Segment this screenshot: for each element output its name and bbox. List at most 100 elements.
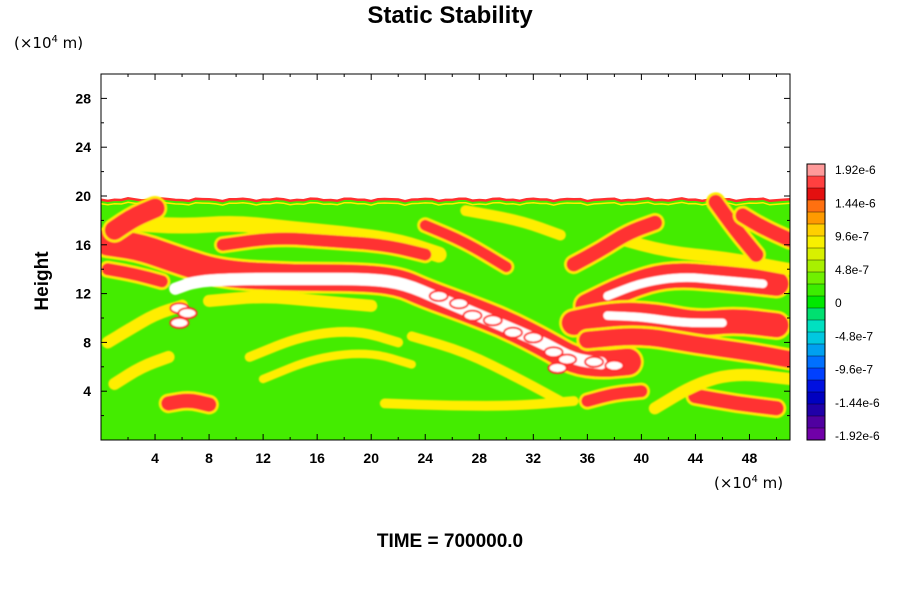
feature-band bbox=[104, 198, 165, 240]
feature-band bbox=[648, 368, 790, 415]
colorbar: 1.92e-6 1.44e-6 9.6e-7 4.8e-7 0 -4.8e-7 -9.6e-… bbox=[806, 163, 880, 443]
colorbar-frame bbox=[806, 163, 826, 441]
y-tick-label: 8 bbox=[83, 334, 91, 350]
colorbar-swatch bbox=[807, 260, 825, 273]
feature-band bbox=[581, 385, 648, 408]
x-tick-label: 16 bbox=[309, 450, 325, 466]
colorbar-swatch bbox=[807, 284, 825, 297]
x-tick-label: 12 bbox=[255, 450, 271, 466]
plot-frame bbox=[100, 73, 791, 441]
feature-blob bbox=[449, 297, 469, 310]
feature-blob bbox=[604, 359, 625, 372]
y-tick-label: 16 bbox=[75, 237, 91, 253]
feature-blob bbox=[503, 326, 523, 339]
feature-band bbox=[244, 327, 404, 362]
feature-band bbox=[379, 396, 579, 411]
colorbar-swatch bbox=[807, 164, 825, 177]
feature-band bbox=[603, 273, 768, 301]
feature-band bbox=[203, 291, 378, 312]
colorbar-swatch bbox=[807, 368, 825, 381]
colorbar-swatch bbox=[807, 392, 825, 405]
colorbar-swatch bbox=[807, 320, 825, 333]
x-tick-label: 24 bbox=[417, 450, 433, 466]
feature-band bbox=[419, 219, 512, 273]
feature-blob bbox=[462, 309, 483, 322]
field-top-edge bbox=[101, 197, 790, 203]
chart-title: Static Stability bbox=[367, 2, 533, 29]
colorbar-label: 9.6e-7 bbox=[835, 230, 869, 244]
colorbar-swatch bbox=[807, 272, 825, 285]
feature-band bbox=[161, 393, 217, 412]
feature-band bbox=[708, 194, 764, 262]
y-tick-label: 12 bbox=[75, 286, 91, 302]
x-tick-label: 36 bbox=[580, 450, 596, 466]
colorbar-label: -1.92e-6 bbox=[835, 429, 880, 443]
colorbar-label: -9.6e-7 bbox=[835, 363, 873, 377]
y-tick-label: 4 bbox=[83, 383, 91, 399]
feature-band bbox=[460, 205, 566, 241]
feature-band bbox=[101, 299, 189, 349]
y-unit-exponent: 4 bbox=[51, 34, 58, 45]
feature-blob bbox=[523, 331, 544, 344]
colorbar-swatch bbox=[807, 308, 825, 321]
colorbar-swatch bbox=[807, 356, 825, 369]
feature-band bbox=[258, 349, 416, 384]
colorbar-swatch bbox=[807, 344, 825, 357]
feature-band bbox=[566, 215, 663, 272]
colorbar-swatch bbox=[807, 212, 825, 225]
x-tick-label: 20 bbox=[363, 450, 379, 466]
colorbar-swatch bbox=[807, 332, 825, 345]
stability-features bbox=[101, 192, 790, 419]
feature-band bbox=[603, 311, 727, 328]
feature-blob bbox=[482, 314, 503, 327]
colorbar-swatch bbox=[807, 224, 825, 237]
x-tick-label: 8 bbox=[205, 450, 213, 466]
x-axis-unit: (×104 m) bbox=[714, 474, 783, 492]
x-tick-label: 28 bbox=[471, 450, 487, 466]
feature-blob bbox=[428, 290, 449, 302]
y-axis-label: Height bbox=[32, 251, 53, 311]
feature-blob bbox=[557, 353, 578, 366]
colorbar-swatch bbox=[807, 200, 825, 213]
colorbar-swatch bbox=[807, 188, 825, 201]
feature-blob bbox=[177, 307, 198, 320]
y-unit-prefix: (×10 bbox=[14, 34, 52, 52]
x-unit-suffix: m) bbox=[757, 474, 784, 492]
colorbar-label: 1.44e-6 bbox=[835, 196, 876, 210]
plot-area bbox=[101, 192, 790, 440]
time-footer: TIME = 700000.0 bbox=[376, 531, 524, 552]
feature-band bbox=[735, 208, 790, 248]
colorbar-label: -1.44e-6 bbox=[835, 396, 880, 410]
colorbar-swatch bbox=[807, 416, 825, 429]
x-tick-label: 4 bbox=[151, 450, 159, 466]
colorbar-label: 4.8e-7 bbox=[835, 263, 869, 277]
feature-band bbox=[216, 232, 432, 261]
stability-field bbox=[101, 198, 790, 440]
colorbar-swatch bbox=[807, 428, 825, 441]
colorbar-swatch bbox=[807, 296, 825, 309]
feature-band bbox=[101, 263, 168, 288]
y-axis-unit: (×104 m) bbox=[14, 34, 83, 52]
colorbar-label: -4.8e-7 bbox=[835, 329, 873, 343]
feature-band bbox=[108, 350, 175, 390]
y-tick-label: 24 bbox=[75, 139, 91, 155]
feature-band bbox=[406, 331, 566, 406]
field-top-edge-inner bbox=[101, 201, 790, 206]
x-tick-label: 44 bbox=[688, 450, 704, 466]
feature-blob bbox=[584, 355, 605, 368]
x-tick-label: 32 bbox=[526, 450, 542, 466]
x-unit-exponent: 4 bbox=[751, 474, 758, 485]
colorbar-label: 0 bbox=[835, 296, 842, 310]
colorbar-swatch bbox=[807, 236, 825, 249]
feature-blob bbox=[543, 346, 564, 359]
y-tick-label: 20 bbox=[75, 188, 91, 204]
colorbar-swatch bbox=[807, 404, 825, 417]
x-tick-label: 40 bbox=[634, 450, 650, 466]
feature-band bbox=[578, 328, 790, 369]
feature-band bbox=[688, 388, 784, 416]
colorbar-label: 1.92e-6 bbox=[835, 163, 876, 177]
colorbar-swatch bbox=[807, 176, 825, 189]
y-tick-label: 28 bbox=[75, 90, 91, 106]
